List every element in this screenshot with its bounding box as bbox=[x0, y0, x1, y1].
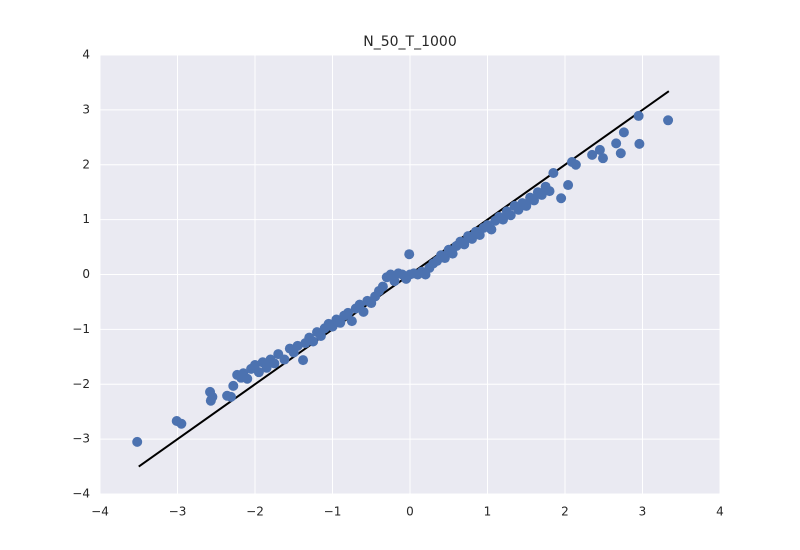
scatter-point bbox=[253, 367, 264, 378]
scatter-point bbox=[225, 391, 236, 402]
x-tick-label: 0 bbox=[406, 505, 414, 519]
scatter-point bbox=[308, 336, 319, 347]
y-tick-label: 4 bbox=[82, 48, 90, 62]
x-tick-label: 2 bbox=[561, 505, 569, 519]
scatter-point bbox=[615, 148, 626, 159]
y-tick-label: −1 bbox=[72, 322, 90, 336]
scatter-point bbox=[298, 355, 309, 366]
scatter-point bbox=[292, 340, 303, 351]
scatter-point bbox=[132, 436, 143, 447]
scatter-point bbox=[544, 186, 555, 197]
scatter-point bbox=[404, 249, 415, 260]
scatter-point bbox=[498, 214, 508, 225]
x-tick-label: 4 bbox=[716, 505, 724, 519]
x-tick-label: −1 bbox=[324, 505, 342, 519]
scatter-point bbox=[634, 138, 645, 149]
scatter-point bbox=[459, 239, 470, 250]
scatter-point bbox=[529, 195, 539, 206]
scatter-point bbox=[439, 253, 450, 264]
scatter-point bbox=[548, 167, 559, 178]
y-tick-label: 1 bbox=[82, 212, 90, 226]
scatter-point bbox=[597, 153, 608, 164]
chart-title: N_50_T_1000 bbox=[363, 34, 456, 50]
y-tick-label: −4 bbox=[72, 487, 90, 501]
scatter-point bbox=[377, 281, 388, 292]
scatter-point bbox=[228, 380, 239, 391]
scatter-point bbox=[611, 138, 622, 149]
scatter-point bbox=[207, 391, 218, 402]
scatter-point bbox=[505, 210, 516, 221]
scatter-point bbox=[447, 248, 458, 259]
y-tick-label: 3 bbox=[82, 102, 90, 116]
scatter-point bbox=[633, 110, 644, 121]
scatter-point bbox=[346, 316, 357, 327]
scatter-point bbox=[358, 306, 369, 317]
x-tick-label: −4 bbox=[91, 505, 109, 519]
scatter-point bbox=[563, 180, 574, 191]
scatter-point bbox=[587, 149, 598, 160]
x-tick-label: 3 bbox=[639, 505, 647, 519]
y-tick-label: −2 bbox=[72, 377, 90, 391]
scatter-point bbox=[242, 373, 253, 384]
x-tick-label: −3 bbox=[169, 505, 187, 519]
x-tick-label: 1 bbox=[484, 505, 492, 519]
scatter-point bbox=[663, 115, 674, 126]
scatter-point bbox=[279, 354, 290, 365]
scatter-point bbox=[536, 189, 547, 200]
scatter-point bbox=[486, 224, 497, 235]
scatter-point bbox=[343, 307, 353, 318]
scatter-point bbox=[570, 159, 581, 170]
scatter-point bbox=[176, 418, 187, 429]
scatter-point bbox=[315, 330, 326, 341]
scatter-point bbox=[618, 127, 629, 138]
y-tick-label: 0 bbox=[82, 267, 90, 281]
y-tick-label: −3 bbox=[72, 432, 90, 446]
scatter-point bbox=[556, 193, 567, 204]
scatter-point bbox=[261, 362, 272, 373]
scatter-point bbox=[594, 144, 605, 155]
scatter-point bbox=[269, 358, 280, 369]
x-tick-label: −2 bbox=[246, 505, 264, 519]
y-tick-label: 2 bbox=[82, 157, 90, 171]
scatter-point bbox=[389, 276, 400, 287]
scatter-point bbox=[521, 200, 532, 211]
